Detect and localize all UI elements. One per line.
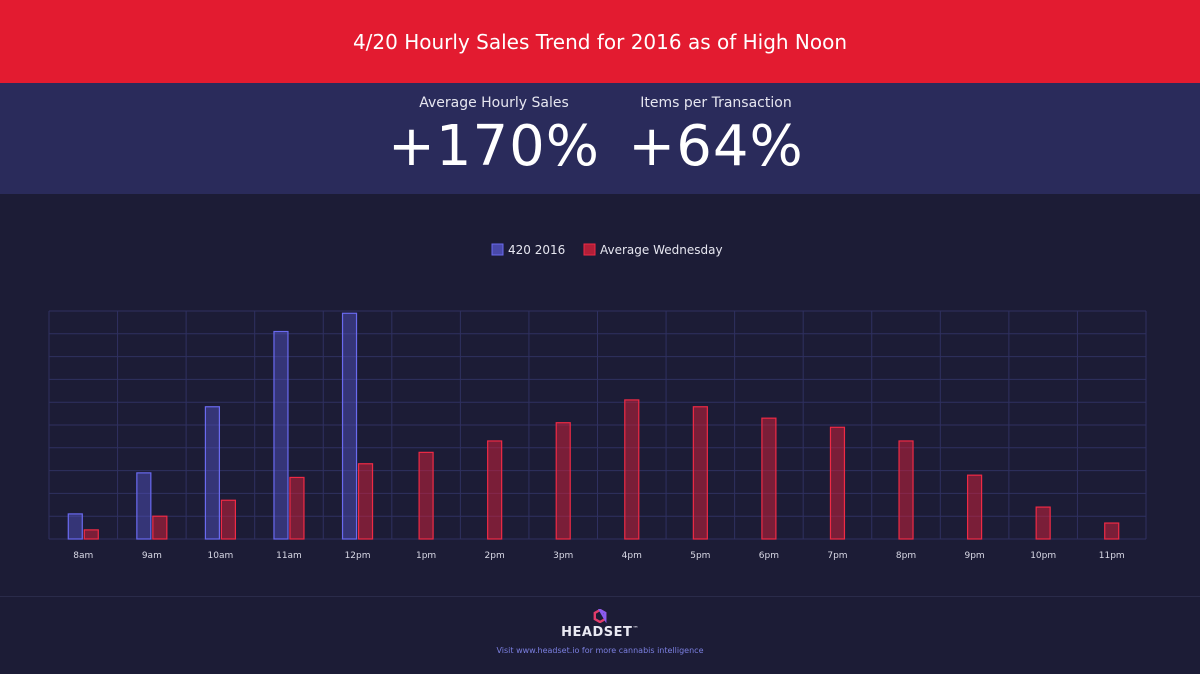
x-tick-label: 9pm: [964, 551, 984, 561]
x-tick-label: 11am: [276, 551, 302, 561]
legend-swatch: [583, 243, 596, 256]
bar-average-wednesday: [555, 422, 571, 540]
bar-chart: 8am 9am 10am 11am 12pm 1pm 2pm 3pm 4pm 5pm 6pm 7pm 8…: [48, 243, 1147, 561]
bar-average-wednesday: [220, 499, 237, 540]
legend-label: 420 2016: [508, 243, 565, 257]
stat-items-per-transaction: Items per Transaction +64%: [596, 83, 836, 179]
x-tick-label: 10pm: [1030, 551, 1056, 561]
legend-swatch: [491, 243, 504, 256]
bar-average-wednesday: [761, 417, 777, 540]
brand-name: HEADSET: [561, 625, 633, 640]
footer: HEADSET™ Visit www.headset.io for more c…: [0, 596, 1200, 674]
x-tick-label: 2pm: [485, 551, 505, 561]
bar-average-wednesday: [289, 476, 305, 540]
x-tick-label: 3pm: [553, 551, 573, 561]
x-tick-label: 4pm: [622, 551, 642, 561]
stat-value: +64%: [628, 114, 804, 179]
x-tick-label: 12pm: [345, 551, 371, 561]
title-bar: 4/20 Hourly Sales Trend for 2016 as of H…: [0, 0, 1200, 83]
legend-label: Average Wednesday: [600, 243, 723, 257]
x-tick-label: 8pm: [896, 551, 916, 561]
stat-value: +170%: [387, 114, 601, 179]
x-tick-label: 11pm: [1099, 551, 1125, 561]
bar-420-2016: [273, 330, 289, 540]
stat-label: Average Hourly Sales: [419, 95, 569, 111]
x-tick-label: 10am: [208, 551, 234, 561]
bar-average-wednesday: [83, 529, 99, 540]
x-tick-label: 9am: [142, 551, 162, 561]
bar-average-wednesday: [152, 515, 168, 540]
brand-trademark: ™: [632, 625, 639, 633]
chart-area: 8am 9am 10am 11am 12pm 1pm 2pm 3pm 4pm 5pm 6pm 7pm 8…: [0, 194, 1200, 596]
bar-420-2016: [204, 406, 221, 540]
bar-average-wednesday: [418, 451, 434, 540]
bar-average-wednesday: [624, 399, 640, 540]
bar-average-wednesday: [357, 463, 374, 540]
x-tick-label: 8am: [73, 551, 93, 561]
x-tick-label: 1pm: [416, 551, 436, 561]
bar-average-wednesday: [966, 474, 983, 540]
headset-logo-icon: [593, 609, 607, 623]
brand-logo: HEADSET™: [0, 625, 1200, 640]
bar-420-2016: [341, 312, 358, 540]
footer-link[interactable]: Visit www.headset.io for more cannabis i…: [496, 646, 704, 655]
bar-average-wednesday: [692, 406, 708, 540]
page-title: 4/20 Hourly Sales Trend for 2016 as of H…: [352, 29, 848, 54]
x-tick-label: 7pm: [827, 551, 847, 561]
bar-average-wednesday: [898, 440, 914, 540]
stat-label: Items per Transaction: [640, 95, 792, 111]
bar-average-wednesday: [829, 426, 846, 540]
bar-420-2016: [136, 472, 152, 540]
stats-bar: Average Hourly Sales +170% Items per Tra…: [0, 83, 1200, 194]
bar-average-wednesday: [1035, 506, 1051, 540]
x-tick-label: 5pm: [690, 551, 710, 561]
x-tick-label: 6pm: [759, 551, 779, 561]
bar-average-wednesday: [487, 440, 503, 540]
stat-average-hourly-sales: Average Hourly Sales +170%: [374, 83, 614, 179]
bar-average-wednesday: [1104, 522, 1120, 540]
bar-420-2016: [67, 513, 83, 540]
